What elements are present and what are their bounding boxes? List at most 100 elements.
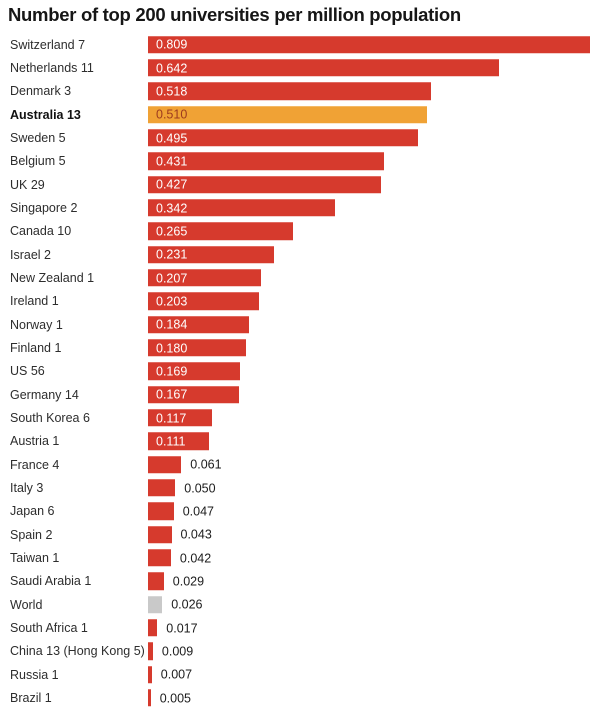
bar: 0.431: [148, 152, 384, 171]
value-label: 0.809: [156, 37, 188, 52]
bar: [148, 619, 158, 637]
category-label: Brazil 1: [10, 690, 52, 705]
value-label: 0.427: [156, 177, 188, 192]
chart-row: Israel 2 0.231: [0, 243, 600, 266]
value-label: 0.642: [156, 60, 188, 75]
chart-row: Belgium 5 0.431: [0, 150, 600, 173]
chart-row: Germany 14 0.167: [0, 383, 600, 406]
bar: 0.117: [148, 409, 212, 427]
value-label: 0.510: [156, 107, 188, 122]
chart-row: Norway 1 0.184: [0, 313, 600, 336]
bar: 0.265: [148, 222, 293, 241]
value-label: 0.518: [156, 84, 188, 99]
bar: [148, 479, 176, 497]
category-label: New Zealand 1: [10, 270, 95, 285]
bar: 0.180: [148, 339, 247, 357]
chart-row: Taiwan 1 0.042: [0, 546, 600, 569]
category-label: Australia 13: [10, 107, 81, 122]
category-label: Taiwan 1: [10, 550, 60, 565]
category-label: Russia 1: [10, 667, 59, 682]
bar: 0.167: [148, 385, 240, 404]
value-label: 0.169: [156, 364, 188, 379]
bar-track: 0.427: [148, 175, 590, 194]
value-label: 0.050: [184, 480, 216, 495]
bar-track: 0.510: [148, 105, 590, 124]
category-label: South Africa 1: [10, 620, 88, 635]
value-label: 0.061: [190, 457, 222, 472]
value-label: 0.495: [156, 130, 188, 145]
chart-row: France 4 0.061: [0, 453, 600, 476]
category-label: Germany 14: [10, 387, 79, 402]
category-label: Belgium 5: [10, 154, 66, 169]
bar: [148, 689, 151, 707]
bar: [148, 595, 163, 614]
chart-row: Russia 1 0.007: [0, 663, 600, 686]
bar-track: 0.029: [148, 572, 590, 590]
bar-track: 0.431: [148, 152, 590, 171]
bar: 0.184: [148, 315, 249, 334]
bar: 0.427: [148, 175, 382, 194]
category-label: South Korea 6: [10, 410, 90, 425]
value-label: 0.026: [171, 597, 203, 612]
chart-row: Spain 2 0.043: [0, 523, 600, 546]
value-label: 0.111: [156, 434, 186, 449]
value-label: 0.047: [182, 504, 214, 519]
bar: [148, 549, 171, 567]
bar-track: 0.043: [148, 525, 590, 544]
bar-track: 0.207: [148, 269, 590, 287]
chart-row: Saudi Arabia 1 0.029: [0, 570, 600, 593]
value-label: 0.265: [156, 224, 188, 239]
bar-track: 0.050: [148, 479, 590, 497]
bar: 0.518: [148, 82, 431, 101]
bar-track: 0.007: [148, 665, 590, 684]
bar-track: 0.495: [148, 129, 590, 147]
chart-row: Brazil 1 0.005: [0, 686, 600, 709]
bar-track: 0.184: [148, 315, 590, 334]
category-label: US 56: [10, 364, 45, 379]
bar-track: 0.009: [148, 642, 590, 660]
bar: [148, 502, 174, 520]
value-label: 0.017: [166, 620, 198, 635]
bar: 0.231: [148, 245, 275, 264]
chart-row: Canada 10 0.265: [0, 220, 600, 243]
value-label: 0.207: [156, 270, 188, 285]
category-label: Japan 6: [10, 504, 55, 519]
bar: 0.809: [148, 35, 590, 54]
bar: 0.510: [148, 105, 427, 124]
category-label: UK 29: [10, 177, 45, 192]
category-label: Singapore 2: [10, 200, 78, 215]
chart-row: Austria 1 0.111: [0, 430, 600, 453]
chart-row: Australia 13 0.510: [0, 103, 600, 126]
value-label: 0.043: [180, 527, 212, 542]
chart-row: South Korea 6 0.117: [0, 406, 600, 429]
bar: [148, 455, 182, 474]
bar-track: 0.042: [148, 549, 590, 567]
chart-row: Italy 3 0.050: [0, 476, 600, 499]
category-label: Canada 10: [10, 224, 72, 239]
chart-title: Number of top 200 universities per milli…: [8, 4, 461, 25]
chart-row: UK 29 0.427: [0, 173, 600, 196]
bar: 0.169: [148, 362, 241, 380]
chart-row: New Zealand 1 0.207: [0, 266, 600, 289]
bar-track: 0.111: [148, 432, 590, 450]
chart-row: China 13 (Hong Kong 5) 0.009: [0, 640, 600, 663]
category-label: Saudi Arabia 1: [10, 574, 92, 589]
chart-row: US 56 0.169: [0, 360, 600, 383]
value-label: 0.180: [156, 340, 188, 355]
value-label: 0.042: [179, 550, 212, 565]
chart-row: Netherlands 11 0.642: [0, 56, 600, 79]
bar-track: 0.005: [148, 689, 590, 707]
value-label: 0.117: [156, 410, 187, 425]
category-label: World: [10, 597, 43, 612]
bar-track: 0.017: [148, 619, 590, 637]
chart-row: Ireland 1 0.203: [0, 290, 600, 313]
bar: 0.495: [148, 129, 419, 147]
bar-track: 0.047: [148, 502, 590, 520]
category-label: Austria 1: [10, 434, 60, 449]
value-label: 0.231: [156, 247, 188, 262]
chart-row: World 0.026: [0, 593, 600, 616]
category-label: Denmark 3: [10, 84, 72, 99]
bar-track: 0.026: [148, 595, 590, 614]
bar-track: 0.809: [148, 35, 590, 54]
value-label: 0.007: [160, 667, 193, 682]
